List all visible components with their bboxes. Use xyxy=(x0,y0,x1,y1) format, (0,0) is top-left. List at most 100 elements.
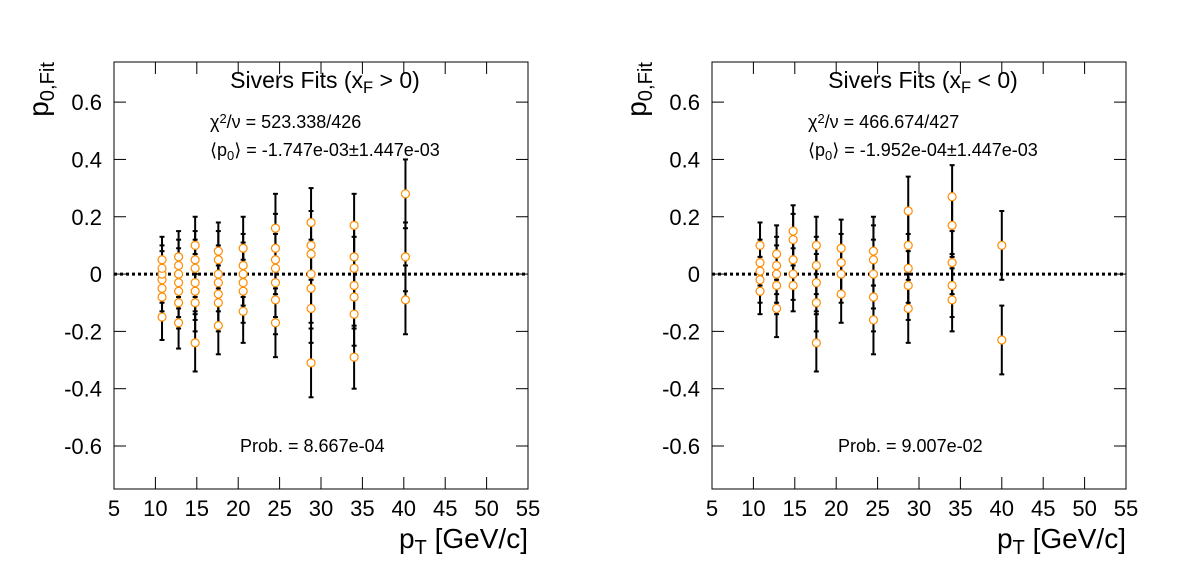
data-point xyxy=(349,220,359,230)
data-point xyxy=(173,269,184,279)
data-point xyxy=(771,260,782,271)
y-axis-label-part: 0,Fit xyxy=(37,62,59,102)
data-point xyxy=(755,266,765,276)
y-tick-label: 0.2 xyxy=(669,205,700,230)
x-tick-label: 35 xyxy=(948,496,972,521)
data-point xyxy=(213,278,223,288)
data-point xyxy=(238,269,248,279)
data-point xyxy=(947,220,957,230)
data-point xyxy=(811,240,821,251)
mean-label: ⟨p0⟩ = -1.952e-04±1.447e-03 xyxy=(808,140,1038,163)
data-point xyxy=(173,298,184,308)
data-point xyxy=(947,258,957,268)
x-tick-label: 25 xyxy=(267,496,291,521)
data-point xyxy=(349,292,359,302)
data-point xyxy=(270,223,281,233)
mean-label-part: 0 xyxy=(227,148,234,163)
chart-title-part: F xyxy=(363,78,373,97)
y-tick-label: 0.4 xyxy=(669,147,700,172)
chart-title-part: Sivers Fits (x xyxy=(828,67,961,93)
data-point xyxy=(270,255,281,265)
data-point xyxy=(213,246,223,256)
y-axis-label-part: p xyxy=(23,101,54,117)
data-point xyxy=(270,243,281,253)
chart-title-part: < 0) xyxy=(971,67,1018,93)
data-point xyxy=(306,217,316,228)
y-axis-label: p0,Fit xyxy=(23,62,59,117)
data-point xyxy=(349,352,359,362)
x-axis-label-part: p xyxy=(997,523,1013,554)
x-axis-label-part: [GeV/c] xyxy=(1025,523,1126,554)
data-point xyxy=(306,249,316,259)
mean-label: ⟨p0⟩ = -1.747e-03±1.447e-03 xyxy=(210,140,440,163)
data-point xyxy=(997,240,1007,251)
y-tick-label: -0.2 xyxy=(64,319,102,344)
data-point xyxy=(903,240,913,251)
data-point xyxy=(270,263,281,273)
data-point xyxy=(836,289,846,299)
chi2-label-part: 2 xyxy=(817,111,824,126)
data-point xyxy=(157,292,167,302)
y-tick-label: -0.2 xyxy=(662,319,700,344)
y-tick-label: -0.6 xyxy=(64,434,102,459)
mean-label-part: ⟩ = -1.952e-04±1.447e-03 xyxy=(832,140,1038,160)
data-point xyxy=(190,298,200,308)
data-point xyxy=(903,303,913,314)
y-axis-label-part: p xyxy=(621,101,652,117)
data-point xyxy=(400,252,411,262)
data-point xyxy=(349,280,359,291)
data-point xyxy=(190,338,200,348)
y-tick-label: -0.4 xyxy=(662,377,700,402)
y-tick-label: 0 xyxy=(688,262,700,287)
data-point xyxy=(270,318,281,328)
data-point xyxy=(173,286,184,296)
data-point xyxy=(157,255,167,265)
data-point xyxy=(788,255,798,265)
x-tick-label: 15 xyxy=(783,496,807,521)
data-point xyxy=(213,289,223,299)
data-point xyxy=(270,295,281,305)
data-point xyxy=(755,258,765,268)
data-point xyxy=(349,263,359,273)
data-point xyxy=(190,263,200,273)
chart-title-part: F xyxy=(961,78,971,97)
data-point xyxy=(771,269,782,279)
data-point xyxy=(868,315,879,325)
data-point xyxy=(173,260,184,271)
x-tick-label: 40 xyxy=(392,496,416,521)
y-tick-label: 0.6 xyxy=(71,90,102,115)
data-point xyxy=(213,255,223,265)
x-tick-label: 45 xyxy=(1031,496,1055,521)
y-axis-label: p0,Fit xyxy=(621,62,657,117)
data-point xyxy=(213,269,223,279)
data-point xyxy=(349,252,359,262)
data-point xyxy=(771,303,782,314)
chi2-label-part: χ xyxy=(210,112,220,132)
data-point xyxy=(811,338,821,348)
x-tick-label: 10 xyxy=(741,496,765,521)
data-point xyxy=(238,306,248,316)
x-axis-label-part: T xyxy=(1013,537,1025,559)
data-point xyxy=(755,240,765,251)
data-point xyxy=(213,321,223,331)
chi2-label-part: 2 xyxy=(219,111,226,126)
prob-label: Prob. = 9.007e-02 xyxy=(838,436,983,456)
x-tick-label: 25 xyxy=(865,496,889,521)
data-point xyxy=(868,269,879,279)
data-point xyxy=(771,280,782,291)
data-point xyxy=(190,255,200,265)
data-point xyxy=(836,269,846,279)
mean-label-part: ⟨p xyxy=(808,140,825,160)
y-axis-label-part: 0,Fit xyxy=(635,62,657,102)
data-point xyxy=(868,246,879,256)
data-point xyxy=(811,278,821,288)
data-point xyxy=(771,249,782,259)
data-point xyxy=(349,309,359,319)
data-point xyxy=(788,269,798,279)
data-point xyxy=(947,295,957,305)
mean-label-part: ⟩ = -1.747e-03±1.447e-03 xyxy=(234,140,440,160)
x-axis-label: pT [GeV/c] xyxy=(997,523,1126,559)
data-point xyxy=(788,226,798,236)
x-tick-label: 5 xyxy=(108,496,120,521)
data-point xyxy=(811,260,821,271)
